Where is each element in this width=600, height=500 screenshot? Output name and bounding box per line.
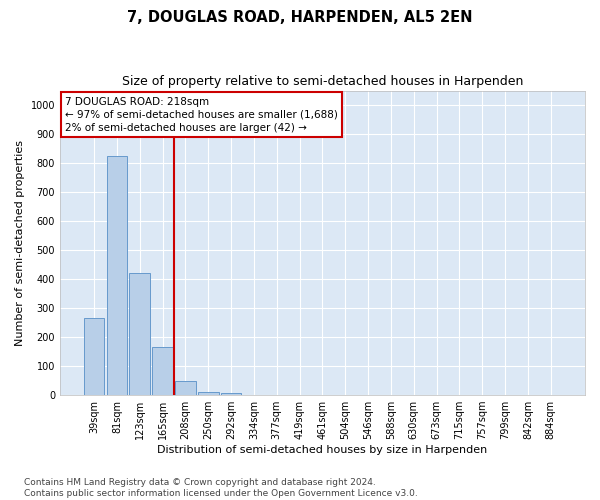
Bar bbox=[107, 156, 127, 395]
Y-axis label: Number of semi-detached properties: Number of semi-detached properties bbox=[15, 140, 25, 346]
Bar bbox=[152, 347, 173, 395]
Bar bbox=[175, 380, 196, 395]
Bar bbox=[198, 392, 218, 395]
X-axis label: Distribution of semi-detached houses by size in Harpenden: Distribution of semi-detached houses by … bbox=[157, 445, 488, 455]
Bar bbox=[221, 393, 241, 395]
Text: Contains HM Land Registry data © Crown copyright and database right 2024.
Contai: Contains HM Land Registry data © Crown c… bbox=[24, 478, 418, 498]
Text: 7, DOUGLAS ROAD, HARPENDEN, AL5 2EN: 7, DOUGLAS ROAD, HARPENDEN, AL5 2EN bbox=[127, 10, 473, 25]
Bar bbox=[84, 318, 104, 395]
Title: Size of property relative to semi-detached houses in Harpenden: Size of property relative to semi-detach… bbox=[122, 75, 523, 88]
Text: 7 DOUGLAS ROAD: 218sqm
← 97% of semi-detached houses are smaller (1,688)
2% of s: 7 DOUGLAS ROAD: 218sqm ← 97% of semi-det… bbox=[65, 96, 338, 133]
Bar bbox=[130, 274, 150, 395]
